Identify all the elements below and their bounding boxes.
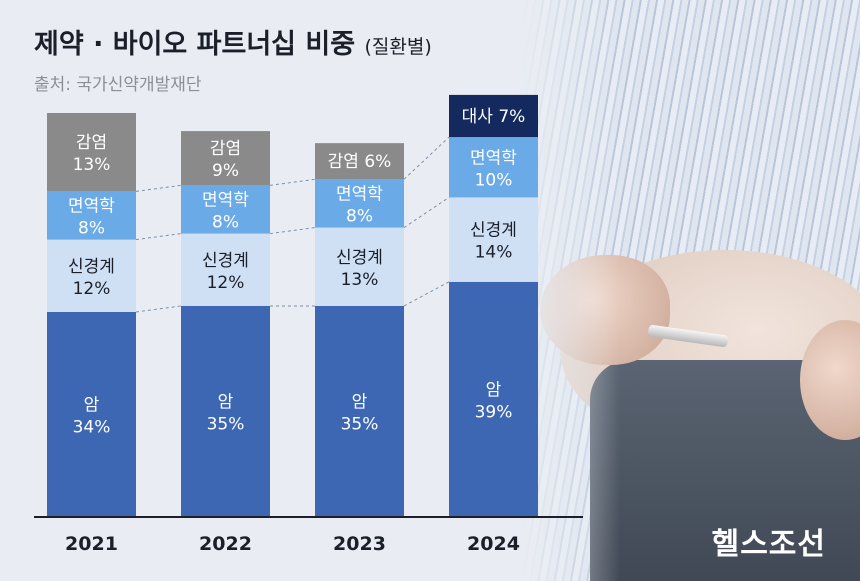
connector-line: [135, 184, 182, 192]
bar-label-category: 감염: [210, 139, 241, 159]
bar-label: 감염 6%: [328, 152, 392, 172]
bar-segment: [47, 239, 136, 312]
bar-label-category: 면역학: [68, 197, 115, 217]
bar-label-value: 10%: [475, 170, 513, 190]
bar-label-category: 면역학: [336, 184, 383, 204]
bar-label-value: 35%: [207, 414, 245, 434]
x-tick-label: 2022: [199, 533, 252, 555]
bar-label-value: 8%: [212, 212, 239, 232]
bar-segment: [449, 137, 538, 198]
bar-segment: [181, 131, 270, 186]
bar-segment: [315, 227, 404, 306]
chart-title-sub: (질환별): [364, 36, 432, 58]
bar-label-value: 9%: [212, 161, 239, 181]
source-note: 출처: 국가신약개발재단: [34, 75, 202, 95]
bar-label-value: 8%: [78, 219, 105, 239]
bar-segment: [315, 305, 404, 517]
connector-line: [403, 196, 450, 228]
bar-label-category: 신경계: [202, 251, 249, 271]
chart-title: 제약 · 바이오 파트너십 비중 (질환별): [34, 22, 432, 61]
bar-segment: [315, 179, 404, 228]
bar-label-value: 39%: [475, 402, 513, 422]
bar-label-value: 12%: [73, 279, 111, 299]
bar-label-category: 암: [84, 395, 100, 415]
bar-segment: [47, 112, 136, 192]
bar-segment: [47, 191, 136, 240]
bar-segment: [449, 281, 538, 517]
bar-segment: [181, 185, 270, 234]
bar-label: 대사 7%: [462, 107, 526, 127]
bar-label-value: 35%: [341, 414, 379, 434]
bar-label-value: 8%: [346, 206, 373, 226]
connector-line: [135, 233, 182, 241]
bar-label-value: 34%: [73, 417, 111, 437]
bar-label-value: 13%: [341, 270, 379, 290]
bar-segment: [449, 94, 538, 138]
connector-line: [135, 305, 182, 313]
bar-label-category: 신경계: [68, 257, 115, 277]
connector-line: [403, 136, 450, 180]
brand-watermark: 헬스조선: [711, 527, 826, 562]
bar-segment: [181, 233, 270, 306]
bar-label-value: 12%: [207, 273, 245, 293]
x-tick-label: 2021: [65, 533, 118, 555]
bar-label-value: 13%: [73, 155, 111, 175]
bar-label-category: 암: [486, 380, 502, 400]
bar-segment: [47, 311, 136, 517]
x-tick-label: 2024: [467, 533, 520, 555]
connector-line: [403, 281, 450, 307]
bar-segment: [449, 197, 538, 282]
bar-label-category: 면역학: [470, 148, 517, 168]
connector-line: [269, 178, 316, 186]
bar-label-category: 암: [218, 392, 234, 412]
bar-label-category: 신경계: [470, 221, 517, 241]
bar-label-category: 감염: [76, 133, 107, 153]
bar-label-value: 14%: [475, 243, 513, 263]
chart-title-main: 제약 · 바이오 파트너십 비중: [34, 29, 356, 60]
bar-segment: [181, 305, 270, 517]
bar-label-category: 면역학: [202, 190, 249, 210]
connector-line: [269, 227, 316, 235]
bar-segment: [315, 143, 404, 180]
bar-label-category: 신경계: [336, 248, 383, 268]
x-tick-label: 2023: [333, 533, 386, 555]
bar-label-category: 암: [352, 392, 368, 412]
